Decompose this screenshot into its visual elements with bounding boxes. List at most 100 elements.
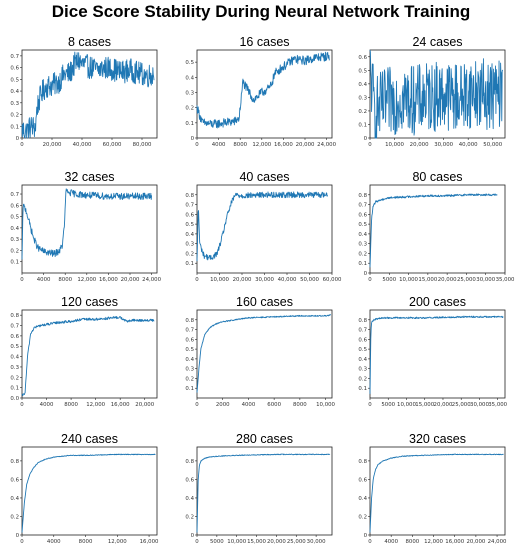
y-tick-label: 0.2 xyxy=(358,251,367,257)
panel-title: 32 cases xyxy=(64,170,114,184)
y-tick-label: 0 xyxy=(364,271,368,277)
y-tick-label: 0.8 xyxy=(10,459,19,465)
y-tick-label: 0.4 xyxy=(358,82,367,88)
y-tick-label: 0.5 xyxy=(358,347,367,353)
x-tick-label: 16,000 xyxy=(274,142,293,148)
y-tick-label: 0.2 xyxy=(10,248,19,254)
y-tick-label: 0.6 xyxy=(185,477,194,483)
y-tick-label: 0.5 xyxy=(10,77,19,83)
x-tick-label: 0 xyxy=(20,402,24,408)
x-tick-label: 30,000 xyxy=(307,539,326,545)
x-tick-label: 8000 xyxy=(293,402,307,408)
y-tick-label: 0.4 xyxy=(358,357,367,363)
x-tick-label: 0 xyxy=(20,277,24,283)
panel-title: 24 cases xyxy=(412,35,462,49)
x-tick-label: 60,000 xyxy=(323,277,342,283)
x-tick-label: 12,000 xyxy=(108,539,127,545)
chart-panel-7: 120 cases 0 4000 8000 12,000 16,000 20,000 0.0 0… xyxy=(10,295,158,408)
plot-frame xyxy=(21,446,158,536)
plot-frame xyxy=(369,446,506,536)
y-tick-label: 0.6 xyxy=(10,66,19,72)
plot-frame xyxy=(196,446,333,536)
y-tick-label: 0.4 xyxy=(185,357,194,363)
dice-score-line xyxy=(369,49,503,139)
x-tick-label: 0 xyxy=(195,142,199,148)
y-tick-label: 0.8 xyxy=(185,193,194,199)
chart-panel-4: 32 cases 0 4000 8000 12,000 16,000 20,000 24,00… xyxy=(10,170,161,283)
y-tick-label: 0.6 xyxy=(185,337,194,343)
chart-panel-2: 16 cases 0 4000 8000 12,000 16,000 20,000 24,00… xyxy=(185,35,336,148)
y-tick-label: 0.2 xyxy=(185,251,194,257)
y-tick-label: 0.3 xyxy=(10,365,19,371)
y-tick-label: 0.4 xyxy=(185,232,194,238)
x-tick-label: 5000 xyxy=(210,539,224,545)
chart-panel-9: 200 cases 0 5000 10,000 15,000 20,000 25,000 30… xyxy=(358,295,507,408)
chart-panel-12: 320 cases 0 4000 8000 12,000 16,000 20,000 24,0… xyxy=(358,432,507,545)
chart-panel-8: 160 cases 0 2000 4000 6000 8000 10,000 0.1 0.2 0.… xyxy=(185,295,335,408)
plot-frame xyxy=(369,184,506,274)
x-tick-label: 0 xyxy=(195,539,199,545)
x-tick-label: 12,000 xyxy=(252,142,271,148)
y-tick-label: 0.7 xyxy=(358,203,367,209)
y-tick-label: 0.2 xyxy=(185,106,194,112)
panel-title: 120 cases xyxy=(61,295,118,309)
panel-title: 240 cases xyxy=(61,432,118,446)
plot-frame xyxy=(196,184,333,274)
x-tick-label: 35,000 xyxy=(496,277,515,283)
y-tick-label: 0.5 xyxy=(10,215,19,221)
y-tick-label: 0.5 xyxy=(185,222,194,228)
dice-score-line xyxy=(196,453,331,533)
panel-title: 320 cases xyxy=(409,432,466,446)
y-tick-label: 0.2 xyxy=(358,109,367,115)
x-tick-label: 16,000 xyxy=(99,277,118,283)
dice-score-line xyxy=(21,316,155,397)
plot-frame xyxy=(21,309,158,399)
x-tick-label: 10,000 xyxy=(316,402,335,408)
x-tick-label: 5000 xyxy=(382,277,396,283)
y-tick-label: 0.5 xyxy=(358,68,367,74)
dice-score-line xyxy=(369,315,504,394)
y-tick-label: 0.2 xyxy=(185,376,194,382)
x-tick-label: 30,000 xyxy=(470,402,489,408)
x-tick-label: 30,000 xyxy=(434,142,453,148)
chart-panel-10: 240 cases 0 4000 8000 12,000 16,000 0 0.2 0.4 0.6… xyxy=(10,432,159,545)
y-tick-label: 0.1 xyxy=(185,121,194,127)
y-tick-label: 0.8 xyxy=(358,193,367,199)
plot-frame xyxy=(369,309,506,399)
x-tick-label: 0 xyxy=(20,539,24,545)
y-tick-label: 0.5 xyxy=(358,222,367,228)
panel-title: 80 cases xyxy=(412,170,462,184)
x-tick-label: 20,000 xyxy=(438,277,457,283)
x-tick-label: 15,000 xyxy=(415,402,434,408)
y-tick-label: 0.4 xyxy=(185,496,194,502)
x-tick-label: 15,000 xyxy=(418,277,437,283)
y-tick-label: 0.3 xyxy=(10,101,19,107)
x-tick-label: 15,000 xyxy=(247,539,266,545)
x-tick-label: 0 xyxy=(368,142,372,148)
y-tick-label: 0.8 xyxy=(10,313,19,319)
y-tick-label: 0.1 xyxy=(358,386,367,392)
y-tick-label: 0.0 xyxy=(10,396,19,402)
y-tick-label: 0.2 xyxy=(358,376,367,382)
y-tick-label: 0.7 xyxy=(185,328,194,334)
y-tick-label: 0 xyxy=(364,136,368,142)
y-tick-label: 0.5 xyxy=(185,347,194,353)
dice-score-line xyxy=(21,51,155,139)
x-tick-label: 10,000 xyxy=(397,402,416,408)
x-tick-label: 0 xyxy=(20,142,24,148)
x-tick-label: 35,000 xyxy=(488,402,507,408)
y-tick-label: 0.5 xyxy=(185,60,194,66)
x-tick-label: 20,000 xyxy=(135,402,154,408)
chart-panel-3: 24 cases 0 10,000 20,000 30,000 40,000 50,000 0… xyxy=(358,35,506,148)
y-tick-label: 0.4 xyxy=(10,89,19,95)
y-tick-label: 0.1 xyxy=(185,386,194,392)
y-tick-label: 0.1 xyxy=(10,124,19,130)
y-tick-label: 0.4 xyxy=(185,75,194,81)
x-tick-label: 12,000 xyxy=(77,277,96,283)
x-tick-label: 4000 xyxy=(40,402,54,408)
y-tick-label: 0.5 xyxy=(10,344,19,350)
dice-score-line xyxy=(196,51,330,129)
y-tick-label: 0.1 xyxy=(358,261,367,267)
chart-panel-1: 8 cases 0 20,000 40,000 60,000 80,000 0 0.1 0.2 0… xyxy=(10,35,158,148)
